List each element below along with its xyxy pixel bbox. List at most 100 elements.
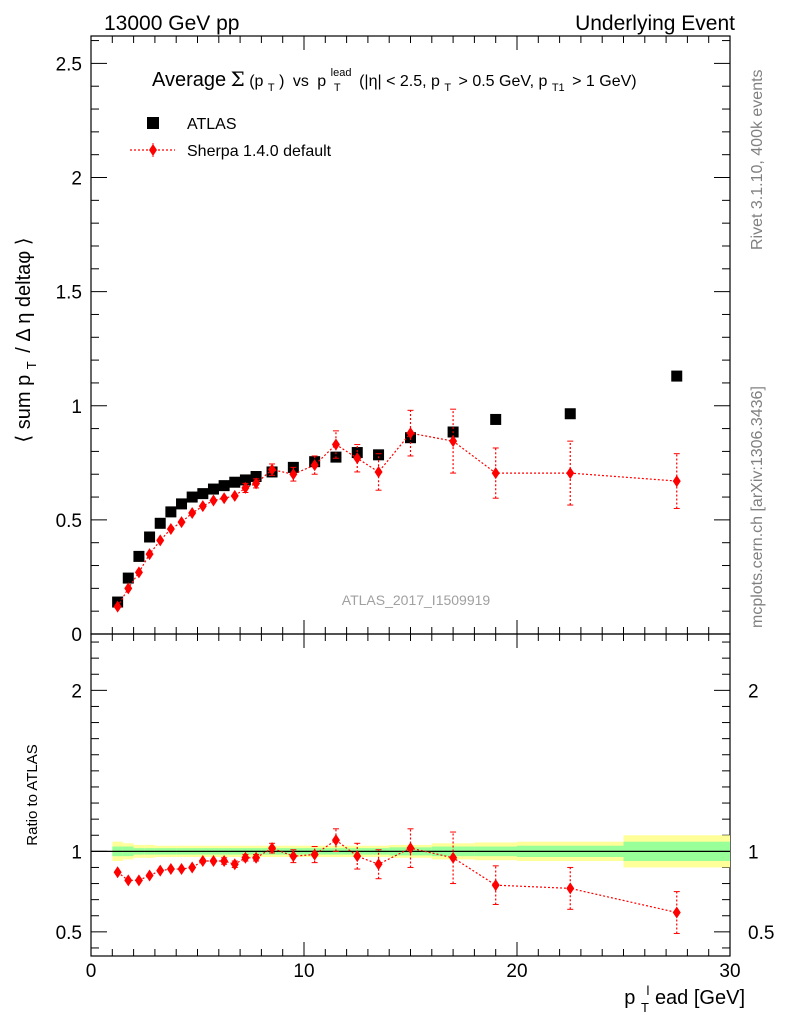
sherpa-point [353, 452, 362, 465]
sherpa-point [145, 548, 154, 561]
main-y-tick-label: 1.5 [56, 283, 82, 304]
sherpa-point [331, 438, 340, 451]
ratio-point [220, 855, 229, 868]
sherpa-line [117, 432, 677, 607]
ratio-point [241, 851, 250, 864]
title-p: p [317, 73, 326, 90]
ratio-y-axis-label: Ratio to ATLAS [24, 744, 41, 845]
ratio-point [406, 842, 415, 855]
ratio-point [188, 861, 197, 874]
main-y-tick-label: 0.5 [56, 511, 82, 532]
atlas-point [144, 531, 156, 543]
ratio-point [177, 863, 186, 876]
ratio-point [289, 850, 298, 863]
ylabel-sub: T [24, 361, 39, 369]
ratio-y-tick-label-right: 2 [748, 681, 759, 702]
ratio-point [374, 858, 383, 871]
x-tick-label: 10 [293, 961, 314, 982]
atlas-point [176, 498, 188, 510]
sherpa-point [166, 523, 175, 536]
sherpa-point [177, 516, 186, 529]
atlas-point [207, 483, 219, 495]
main-y-tick-label: 1 [71, 397, 82, 418]
atlas-point [250, 471, 262, 483]
sherpa-point [252, 477, 261, 490]
atlas-point [229, 476, 241, 488]
title-cuts1: (|η| < 2.5, p [359, 73, 440, 90]
main-y-tick-label: 0 [71, 625, 82, 646]
sherpa-point [124, 582, 133, 595]
title-average: Average [152, 69, 226, 91]
legend-atlas-label: ATLAS [187, 116, 237, 133]
sherpa-point [406, 427, 415, 440]
ratio-y-tick-label-left: 2 [71, 681, 82, 702]
ratio-point [166, 863, 175, 876]
legend-sherpa-marker [149, 144, 157, 156]
ratio-point [230, 858, 239, 871]
sherpa-point [188, 507, 197, 520]
legend-sherpa-label: Sherpa 1.4.0 default [187, 143, 332, 160]
atlas-point [133, 550, 145, 562]
ratio-point [134, 874, 143, 887]
sherpa-point [156, 534, 165, 547]
legend-atlas-marker [147, 117, 159, 129]
sherpa-point [220, 492, 229, 505]
atlas-point [373, 449, 385, 461]
title-vs: vs [293, 73, 309, 90]
main-y-tick-label: 2.5 [56, 54, 82, 75]
sherpa-point [374, 465, 383, 478]
x-tick-label: 0 [86, 961, 97, 982]
atlas-point [564, 408, 576, 420]
title-t-sub3: T [444, 82, 451, 94]
ylabel-part-b: / Δ η deltaφ ⟩ [13, 237, 35, 352]
atlas-point [186, 491, 198, 503]
atlas-point [197, 488, 209, 500]
rivet-version-label: Rivet 3.1.10, 400k events [749, 69, 766, 250]
sherpa-point [134, 566, 143, 579]
analysis-watermark: ATLAS_2017_I1509919 [342, 592, 491, 608]
sherpa-point [566, 467, 575, 480]
ratio-point [566, 882, 575, 895]
atlas-point [165, 506, 177, 518]
mcplots-label: mcplots.cern.ch [arXiv:1306.3436] [749, 386, 766, 628]
atlas-point [239, 474, 251, 486]
title-t1-sub: T1 [552, 82, 565, 94]
ratio-point [353, 850, 362, 863]
ylabel-part-a: ⟨ sum p [13, 375, 35, 443]
ratio-point [145, 869, 154, 882]
ratio-point [268, 842, 277, 855]
x-tick-label: 20 [506, 961, 527, 982]
ratio-y-tick-label-right: 1 [748, 842, 759, 863]
ratio-point [113, 866, 122, 879]
ratio-y-tick-label-right: 0.5 [748, 923, 774, 944]
sherpa-point [209, 494, 218, 507]
title-cuts2: > 0.5 GeV, p [459, 73, 548, 90]
sherpa-point [268, 463, 277, 476]
ratio-point [252, 851, 261, 864]
title-t-sub: T [268, 82, 275, 94]
sherpa-point [289, 468, 298, 481]
atlas-point [671, 370, 683, 382]
ratio-point [491, 879, 500, 892]
ratio-point [198, 855, 207, 868]
main-y-tick-label: 2 [71, 169, 82, 190]
atlas-point [218, 480, 230, 492]
sherpa-point [672, 475, 681, 488]
ratio-y-tick-label-left: 0.5 [56, 923, 82, 944]
title-lead-sup: lead [331, 67, 352, 79]
sherpa-point [449, 435, 458, 448]
ratio-point [449, 851, 458, 864]
title-sigma: Σ [231, 67, 245, 91]
atlas-point [154, 517, 166, 529]
title-t-sub2: T [334, 82, 341, 94]
x-axis-label: p T l ead [GeV] [624, 978, 745, 1017]
chart-title: Average Σ (p T ) vs p lead T (|η| < 2.5,… [152, 63, 637, 95]
title-cuts3: > 1 GeV) [572, 73, 636, 90]
ratio-point [310, 848, 319, 861]
title-pt-close: ) [279, 73, 284, 90]
main-y-axis-label: ⟨ sum p T / Δ η deltaφ ⟩ [13, 237, 41, 442]
ratio-point [209, 855, 218, 868]
ratio-point [672, 906, 681, 919]
sherpa-point [241, 481, 250, 494]
